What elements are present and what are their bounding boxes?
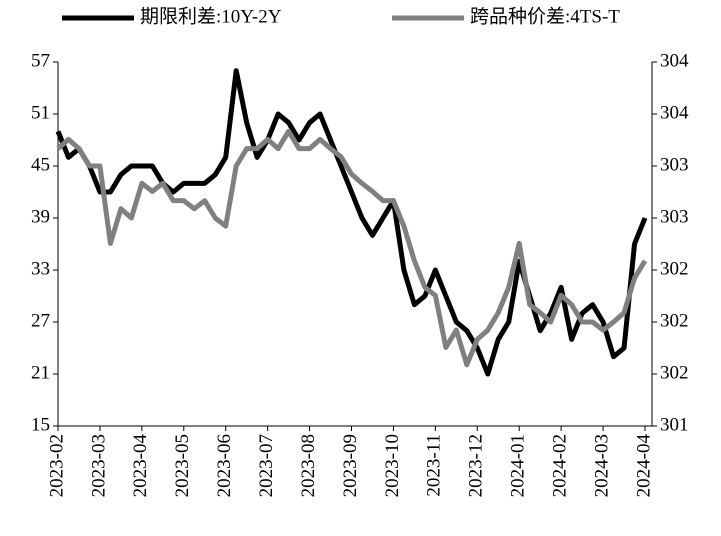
y2-tick-label: 302 [660,258,689,279]
y2-tick-label: 303 [660,206,689,227]
y-tick-label: 21 [31,362,50,383]
y2-tick-label: 301 [660,414,689,435]
x-tick-label: 2023-10 [382,434,403,497]
y-tick-label: 57 [31,50,50,71]
x-tick-label: 2023-05 [172,434,193,497]
y2-tick-label: 303 [660,154,689,175]
x-tick-label: 2023-04 [130,434,151,498]
x-tick-label: 2023-06 [214,434,235,497]
x-tick-label: 2023-09 [340,434,361,497]
legend-label: 期限利差:10Y-2Y [140,5,282,27]
x-tick-label: 2024-02 [550,434,571,497]
y-tick-label: 45 [31,154,50,175]
series-line [55,68,648,377]
y-tick-label: 33 [31,258,50,279]
x-tick-label: 2024-03 [591,434,612,497]
x-tick-label: 2023-02 [46,434,67,497]
x-tick-label: 2023-07 [256,434,277,497]
x-tick-label: 2024-01 [508,434,529,497]
y-tick-label: 27 [31,310,50,331]
y2-tick-label: 302 [660,362,689,383]
x-tick-label: 2024-04 [633,434,654,498]
series-line [56,128,648,368]
x-tick-label: 2023-12 [466,434,487,497]
y2-tick-label: 304 [660,102,689,123]
y-tick-label: 51 [31,102,50,123]
x-tick-label: 2023-08 [298,434,319,497]
y2-tick-label: 304 [660,50,689,71]
y2-tick-label: 302 [660,310,689,331]
y-tick-label: 39 [31,206,50,227]
x-tick-label: 2023-11 [424,434,445,497]
legend-label: 跨品种价差:4TS-T [470,5,620,27]
y-tick-label: 15 [31,414,50,435]
x-tick-label: 2023-03 [88,434,109,497]
